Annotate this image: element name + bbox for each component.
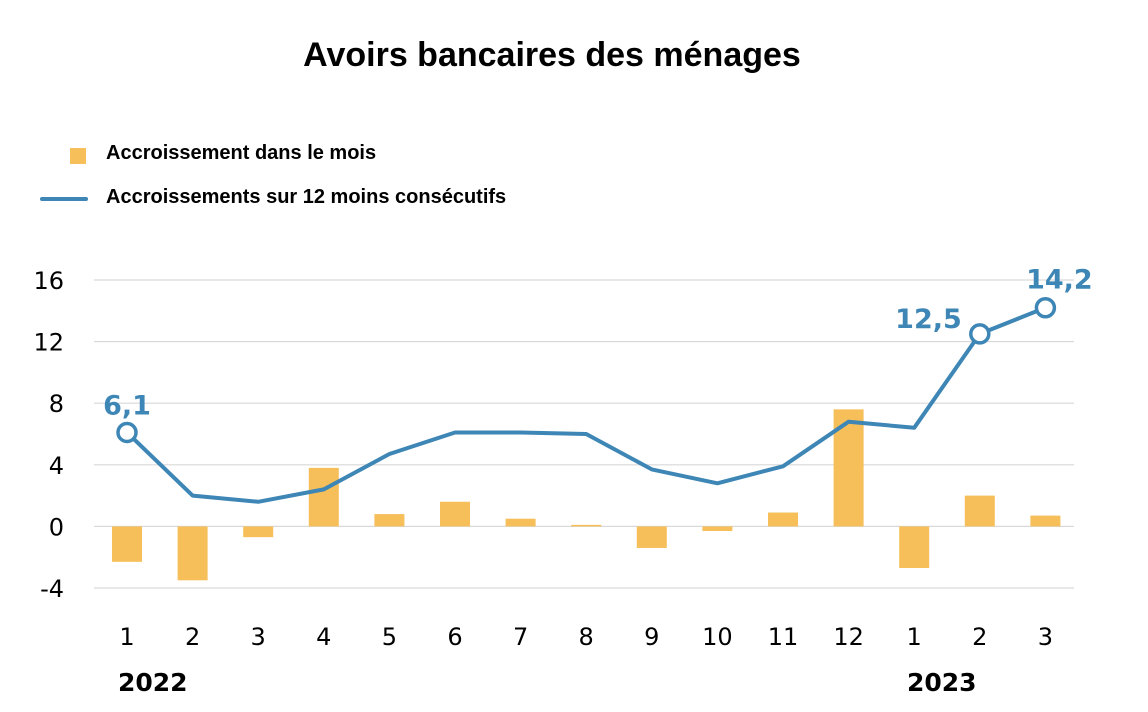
chart-title: Avoirs bancaires des ménages	[303, 36, 801, 74]
bar	[768, 512, 798, 527]
y-tick-label: 8	[49, 390, 64, 418]
legend-label-yearly: Accroissements sur 12 moins consécutifs	[106, 186, 507, 208]
bar	[1030, 515, 1061, 527]
y-axis-ticks: 16 12 8 4 0 -4	[33, 267, 64, 603]
data-label: 6,1	[103, 390, 151, 421]
legend-bar-swatch	[70, 148, 86, 164]
y-tick-label: 4	[49, 452, 64, 480]
x-tick-label: 5	[382, 623, 397, 651]
x-tick-label: 4	[316, 623, 331, 651]
y-tick-label: 12	[33, 329, 64, 357]
x-tick-label: 3	[251, 623, 266, 651]
year-label: 2023	[907, 668, 977, 697]
x-tick-label: 7	[513, 623, 528, 651]
x-tick-label: 1	[907, 623, 922, 651]
x-tick-label: 2	[185, 623, 200, 651]
bar	[571, 524, 602, 527]
line-marker	[1034, 296, 1057, 319]
bars	[112, 409, 1061, 581]
x-tick-label: 8	[579, 623, 594, 651]
data-labels: 6,1 12,5 14,2	[103, 265, 1093, 444]
bar	[636, 526, 667, 548]
bar	[177, 526, 208, 581]
bar	[702, 526, 733, 532]
bar	[308, 467, 339, 527]
year-label: 2022	[118, 668, 188, 697]
x-tick-label: 12	[833, 623, 864, 651]
bar	[243, 526, 274, 538]
line-marker	[969, 323, 991, 345]
bar	[374, 514, 405, 527]
data-label: 14,2	[1026, 265, 1093, 296]
line-marker	[116, 421, 138, 444]
x-tick-label: 3	[1038, 623, 1053, 651]
y-tick-label: -4	[40, 575, 64, 603]
x-tick-label: 9	[644, 623, 659, 651]
bar	[112, 526, 142, 562]
legend-label-monthly: Accroissement dans le mois	[106, 142, 377, 164]
bar	[964, 495, 995, 527]
y-tick-label: 16	[33, 267, 64, 295]
data-label: 12,5	[895, 304, 962, 335]
y-tick-label: 0	[49, 513, 64, 541]
legend-line-swatch	[40, 197, 88, 201]
bar	[899, 526, 930, 568]
bar	[440, 501, 470, 527]
x-tick-label: 11	[768, 623, 799, 651]
x-tick-label: 10	[702, 623, 733, 651]
x-tick-label: 2	[972, 623, 987, 651]
bar	[505, 518, 536, 527]
x-tick-label: 6	[447, 623, 462, 651]
x-tick-label: 1	[119, 623, 134, 651]
series-line	[125, 305, 1048, 504]
line-series	[125, 305, 1048, 504]
